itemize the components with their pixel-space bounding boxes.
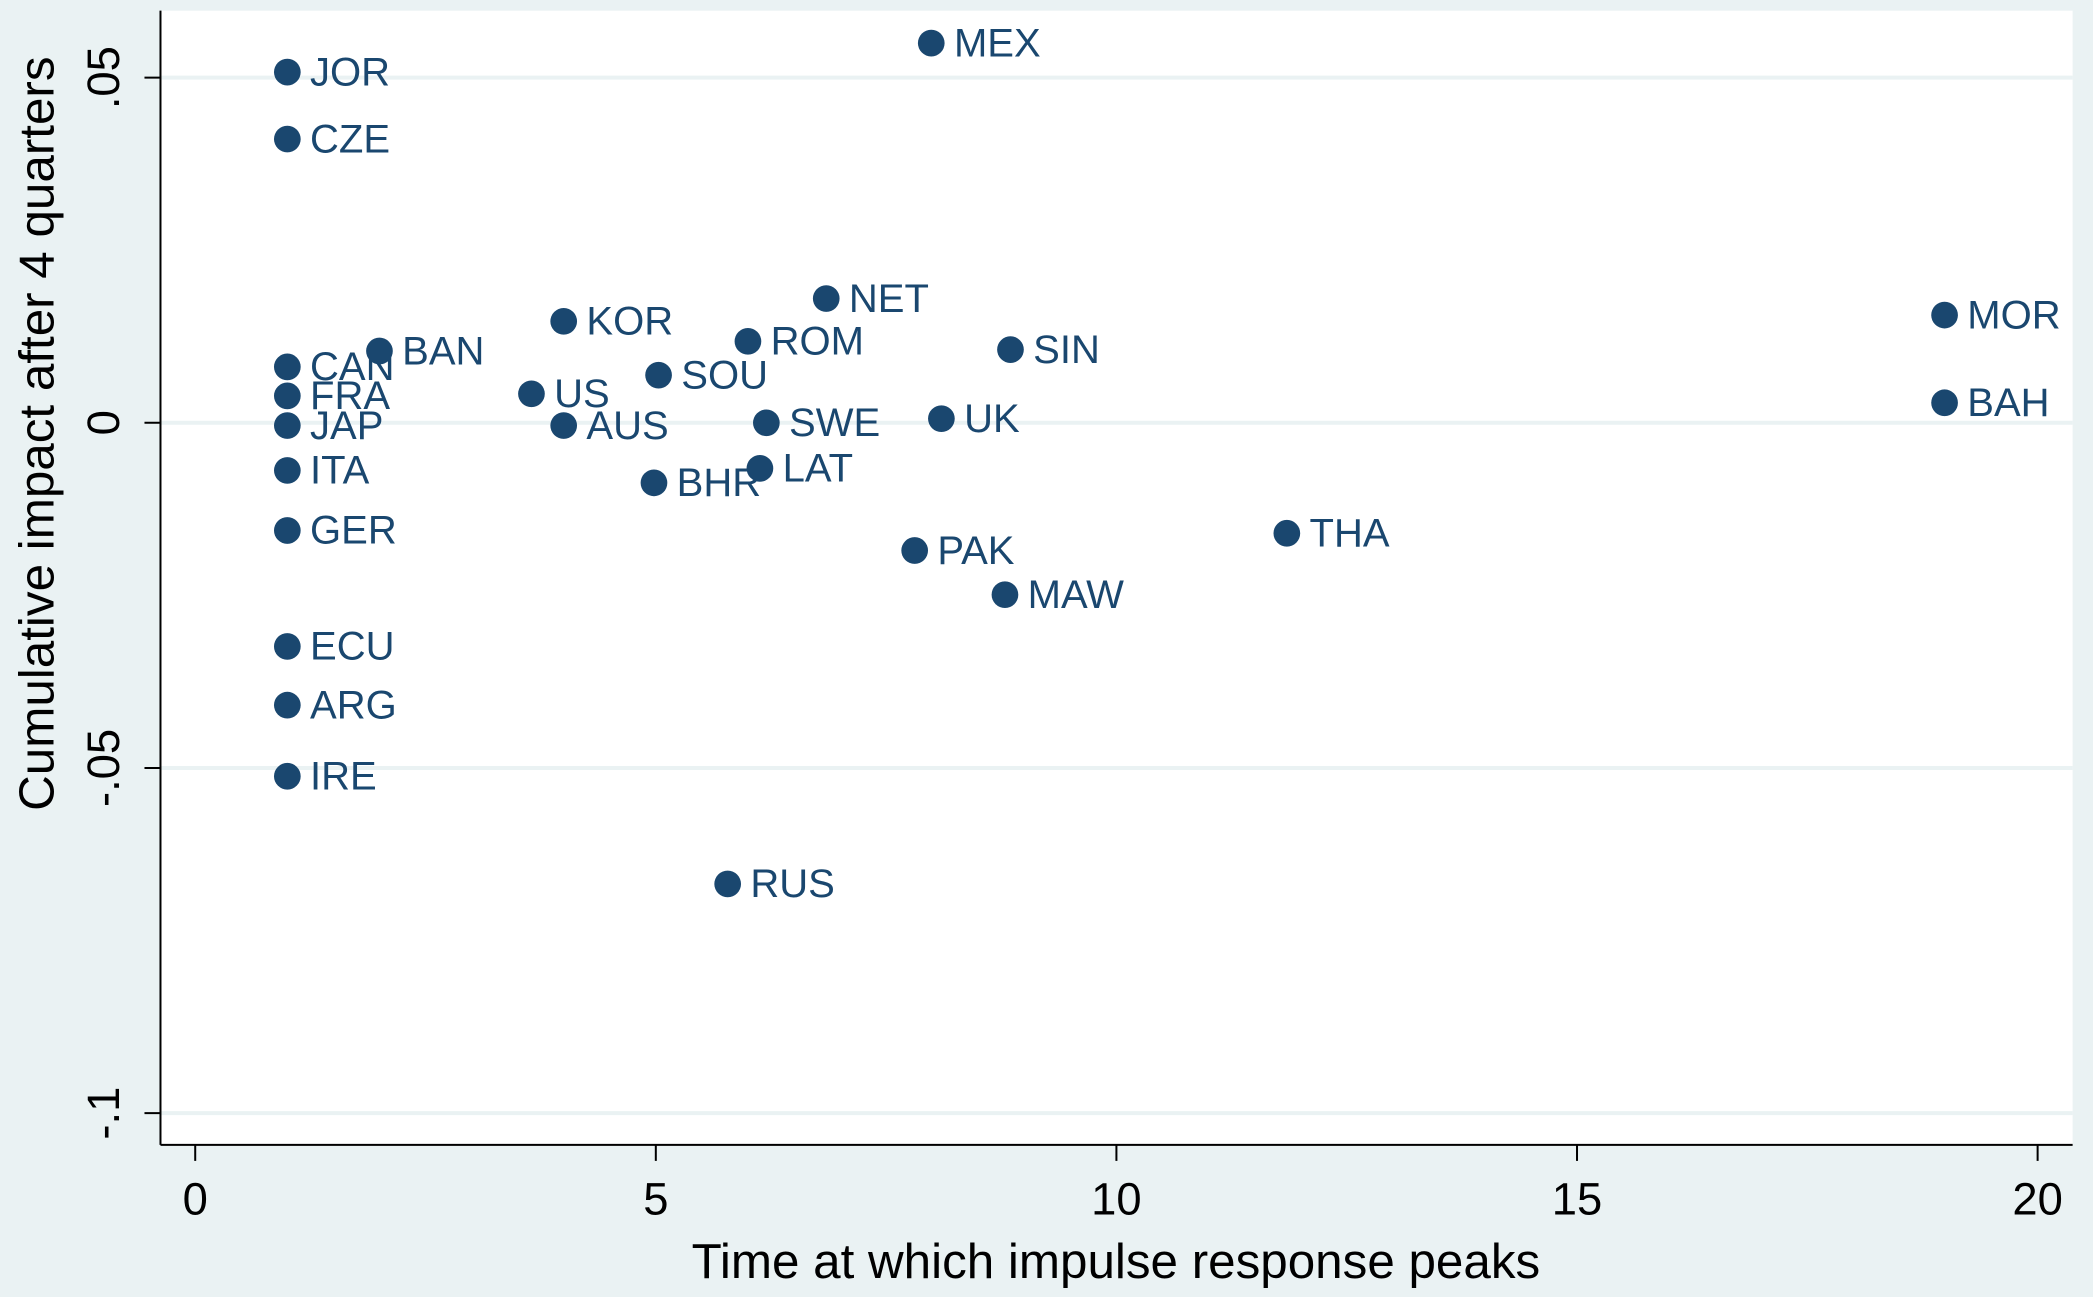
x-tick-label: 5 xyxy=(643,1173,668,1224)
point-label: MAW xyxy=(1028,573,1125,617)
point xyxy=(518,380,545,408)
y-axis-label: Cumulative impact after 4 quarters xyxy=(9,56,64,810)
point xyxy=(273,58,301,86)
x-axis-label: Time at which impulse response peaks xyxy=(692,1234,1541,1289)
point-label: BAH xyxy=(1967,381,2049,425)
point xyxy=(550,307,578,335)
point-label: BAN xyxy=(402,329,484,373)
point xyxy=(734,327,762,355)
point xyxy=(991,581,1019,609)
point-label: ECU xyxy=(310,625,395,669)
x-tick-label: 10 xyxy=(1091,1173,1141,1224)
point-label: KOR xyxy=(586,300,673,344)
point xyxy=(273,457,301,484)
point xyxy=(1273,519,1301,547)
point xyxy=(812,285,840,312)
point-label: UK xyxy=(964,397,1020,441)
point xyxy=(1931,301,1958,329)
point-label: SWE xyxy=(789,401,880,445)
point-label: NET xyxy=(849,277,929,321)
point xyxy=(273,382,301,410)
point xyxy=(273,691,301,719)
point xyxy=(273,353,301,381)
point xyxy=(645,361,672,389)
point xyxy=(640,469,668,497)
point-label: PAK xyxy=(937,529,1014,573)
x-tick-label: 15 xyxy=(1552,1173,1602,1224)
y-tick-label: 0 xyxy=(78,410,129,435)
point-label: FRA xyxy=(310,374,390,418)
point-label: JAP xyxy=(310,404,383,448)
point xyxy=(273,125,301,153)
point xyxy=(273,412,301,439)
x-tick-label: 20 xyxy=(2012,1173,2062,1224)
point-label: THA xyxy=(1310,511,1390,555)
point-label: ITA xyxy=(310,449,370,493)
point xyxy=(273,762,301,790)
point-label: MOR xyxy=(1967,293,2060,337)
point-label: GER xyxy=(310,509,397,553)
point xyxy=(746,455,774,482)
point-label: IRE xyxy=(310,754,377,798)
point xyxy=(366,337,393,365)
point xyxy=(917,29,945,57)
y-tick-label: .05 xyxy=(78,46,129,109)
point xyxy=(273,633,301,660)
point xyxy=(550,412,578,439)
point xyxy=(997,336,1024,363)
point-label: MEX xyxy=(954,21,1041,65)
point-label: JOR xyxy=(310,50,390,94)
point-label: RUS xyxy=(750,862,835,906)
point xyxy=(273,517,301,544)
point xyxy=(753,409,780,437)
point xyxy=(1931,389,1958,417)
point xyxy=(928,405,955,433)
y-tick-label: -.1 xyxy=(78,1087,129,1140)
point-label: CZE xyxy=(310,117,390,161)
point-label: AUS xyxy=(586,404,668,448)
plot-area xyxy=(160,10,2073,1145)
point-label: SOU xyxy=(681,353,768,397)
point-label: SIN xyxy=(1033,328,1100,372)
point xyxy=(901,537,929,564)
y-tick-label: -.05 xyxy=(78,729,129,807)
point-label: ARG xyxy=(310,683,397,727)
point-label: ROM xyxy=(771,320,864,364)
point xyxy=(714,870,742,898)
x-tick-label: 0 xyxy=(183,1173,208,1224)
point-label: LAT xyxy=(783,447,853,491)
point-label: US xyxy=(554,372,610,416)
